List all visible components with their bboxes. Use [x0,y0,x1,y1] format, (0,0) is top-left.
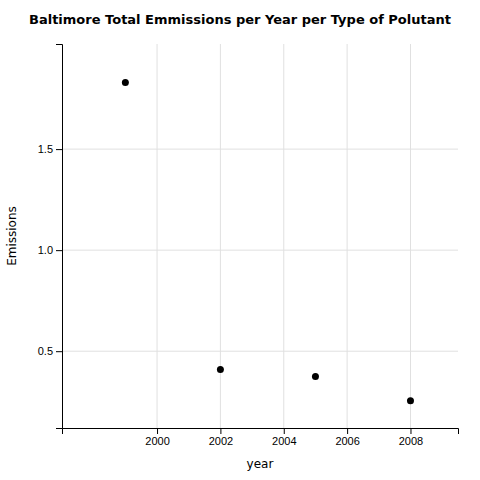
x-tick: 2008 [399,428,423,447]
x-tick-label: 2008 [399,435,423,447]
x-tick-label: 2006 [335,435,359,447]
x-tick-mark [347,428,348,434]
point [122,79,129,86]
grid-line-x [157,44,158,428]
point [217,366,224,373]
x-tick: 2002 [209,428,233,447]
x-axis-title: year [247,457,274,471]
y-tick: 1.5 [38,143,62,155]
x-tick: 2000 [145,428,169,447]
x-tick-mark [220,428,221,434]
y-tick: 1.0 [38,244,62,256]
x-tick: 2006 [335,428,359,447]
point [407,397,414,404]
grid [62,44,458,428]
grid-line-y [62,250,458,251]
x-axis-line [63,429,459,435]
x-axis: 2000 2002 2004 2006 2008 [63,428,459,447]
y-tick-mark [56,149,62,150]
y-tick-label: 1.0 [38,244,53,256]
x-tick-label: 2004 [272,435,296,447]
y-axis: 0.5 1.0 1.5 [38,45,63,429]
x-tick-mark [157,428,158,434]
grid-line-x [283,44,284,428]
plot-area: 2000 2002 2004 2006 2008 0.5 1.0 1.5 [38,44,459,447]
title: Baltimore Total Emmissions per Year per … [29,12,451,27]
y-tick-mark [56,250,62,251]
y-axis-line [56,45,63,429]
y-tick: 0.5 [38,345,62,357]
x-tick-mark [410,428,411,434]
chart: 2000 2002 2004 2006 2008 0.5 1.0 1.5 Baltimore T… [0,0,480,480]
grid-line-y [62,351,458,352]
grid-line-y [62,149,458,150]
point [312,373,319,380]
x-tick-label: 2002 [209,435,233,447]
x-tick-mark [284,428,285,434]
y-tick-label: 0.5 [38,345,53,357]
grid-line-x [347,44,348,428]
points [122,79,414,404]
x-tick-label: 2000 [145,435,169,447]
y-tick-label: 1.5 [38,143,53,155]
y-axis-title: Emissions [5,206,19,266]
x-tick: 2004 [272,428,296,447]
y-tick-mark [56,351,62,352]
grid-line-x [410,44,411,428]
